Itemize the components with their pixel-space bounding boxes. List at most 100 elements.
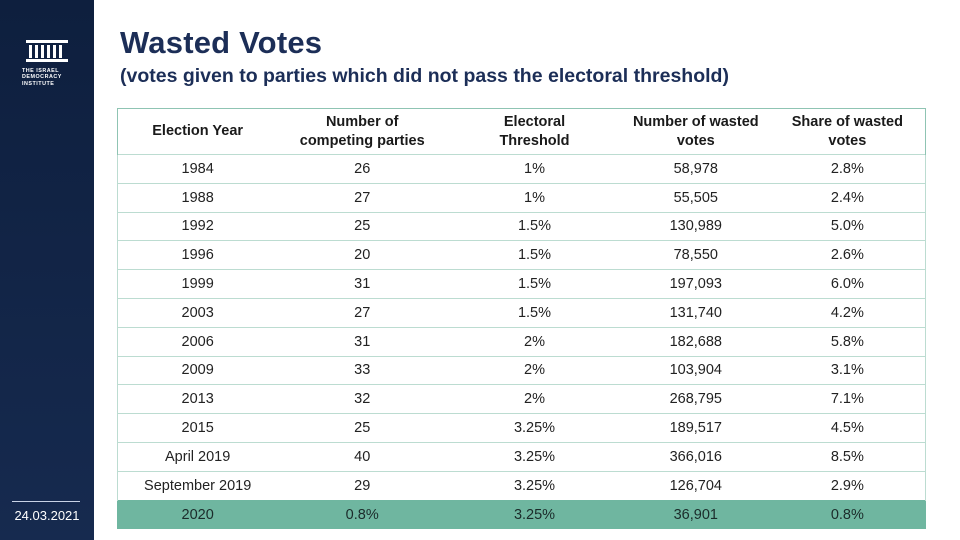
table-cell: 20 xyxy=(277,240,448,270)
column-header-line: Election Year xyxy=(152,123,244,139)
table-row: 2020 0.8% 3.25% 36,901 0.8% xyxy=(117,499,926,529)
table-cell: 2013 xyxy=(117,384,278,414)
table-cell: 126,704 xyxy=(621,470,770,501)
table-cell: 2.6% xyxy=(769,240,926,270)
table-cell: 2009 xyxy=(117,355,278,385)
wasted-votes-table: Election Year Number of competing parties E… xyxy=(117,108,926,529)
table-header: Election Year Number of competing parties E… xyxy=(117,108,926,155)
column-header-line: Number of xyxy=(325,113,399,130)
table-cell: 268,795 xyxy=(621,384,770,414)
table-body: 1984 26 1% 58,978 2.8% 1988 27 1% 55,505 2.4% 1992… xyxy=(117,154,926,529)
table-cell: 2003 xyxy=(117,297,278,328)
table-cell: 8.5% xyxy=(769,441,926,472)
column-header-line: Share of wasted xyxy=(791,113,903,130)
table-cell: 2% xyxy=(447,355,622,385)
column-header: Electoral Threshold xyxy=(447,108,622,155)
table-cell: 1.5% xyxy=(447,269,622,299)
table-cell: 2.4% xyxy=(769,182,926,213)
column-header-line: Threshold xyxy=(499,132,570,149)
table-row: 2003 27 1.5% 131,740 4.2% xyxy=(117,297,926,328)
table-cell: 1984 xyxy=(117,154,278,184)
table-cell: 58,978 xyxy=(621,154,770,184)
table-row: 1996 20 1.5% 78,550 2.6% xyxy=(117,240,926,270)
sidebar: THE ISRAEL DEMOCRACY INSTITUTE 24.03.202… xyxy=(0,0,94,540)
table-cell: 31 xyxy=(277,326,448,357)
table-cell: 5.0% xyxy=(769,211,926,241)
table-row: 1988 27 1% 55,505 2.4% xyxy=(117,182,926,213)
table-cell: 3.25% xyxy=(447,413,622,443)
table-cell: 26 xyxy=(277,154,448,184)
table-cell: 1% xyxy=(447,182,622,213)
table-row: 2015 25 3.25% 189,517 4.5% xyxy=(117,413,926,443)
table-row: 1999 31 1.5% 197,093 6.0% xyxy=(117,269,926,299)
building-icon xyxy=(26,40,68,62)
table-cell: 2.8% xyxy=(769,154,926,184)
table-cell: 2.9% xyxy=(769,470,926,501)
table-row: September 2019 29 3.25% 126,704 2.9% xyxy=(117,470,926,501)
table-cell: 55,505 xyxy=(621,182,770,213)
column-header: Election Year xyxy=(117,108,278,155)
table-cell: 1% xyxy=(447,154,622,184)
table-cell: 6.0% xyxy=(769,269,926,299)
table-cell: 1992 xyxy=(117,211,278,241)
table-cell: 3.25% xyxy=(447,499,622,529)
table-cell: 103,904 xyxy=(621,355,770,385)
table-cell: 1999 xyxy=(117,269,278,299)
table-cell: 7.1% xyxy=(769,384,926,414)
table-cell: 2% xyxy=(447,326,622,357)
table-row: 1984 26 1% 58,978 2.8% xyxy=(117,154,926,184)
column-header: Share of wasted votes xyxy=(769,108,926,155)
table-cell: 2006 xyxy=(117,326,278,357)
table-row: 1992 25 1.5% 130,989 5.0% xyxy=(117,211,926,241)
institute-logo: THE ISRAEL DEMOCRACY INSTITUTE xyxy=(22,38,72,87)
table-row: 2013 32 2% 268,795 7.1% xyxy=(117,384,926,414)
table-cell: 1.5% xyxy=(447,297,622,328)
table-cell: 5.8% xyxy=(769,326,926,357)
table-cell: 0.8% xyxy=(769,499,926,529)
table-cell: 0.8% xyxy=(277,499,448,529)
logo-text: THE ISRAEL DEMOCRACY INSTITUTE xyxy=(22,68,72,87)
table-cell: 131,740 xyxy=(621,297,770,328)
table-cell: 3.1% xyxy=(769,355,926,385)
column-header-line: competing parties xyxy=(299,132,425,149)
slide-date: 24.03.2021 xyxy=(14,508,80,523)
table-cell: 1996 xyxy=(117,240,278,270)
table-cell: 197,093 xyxy=(621,269,770,299)
column-header-line: votes xyxy=(828,132,867,149)
table-cell: April 2019 xyxy=(117,441,278,472)
logo-line: DEMOCRACY xyxy=(22,74,62,81)
column-header: Number of competing parties xyxy=(277,108,448,155)
header-row: Election Year Number of competing parties E… xyxy=(117,108,926,155)
logo-line: INSTITUTE xyxy=(22,80,55,87)
page-subtitle: (votes given to parties which did not pa… xyxy=(120,65,729,87)
page-title: Wasted Votes xyxy=(120,25,323,60)
column-header-line: votes xyxy=(676,132,715,149)
table-cell: 130,989 xyxy=(621,211,770,241)
table-cell: 25 xyxy=(277,413,448,443)
table-cell: 1988 xyxy=(117,182,278,213)
table-row: 2009 33 2% 103,904 3.1% xyxy=(117,355,926,385)
table-cell: 189,517 xyxy=(621,413,770,443)
table-cell: 29 xyxy=(277,470,448,501)
column-header: Number of wasted votes xyxy=(621,108,770,155)
column-header-line: Number of wasted xyxy=(632,113,759,130)
table-cell: September 2019 xyxy=(117,470,278,501)
table-cell: 3.25% xyxy=(447,470,622,501)
table-cell: 27 xyxy=(277,182,448,213)
table-row: April 2019 40 3.25% 366,016 8.5% xyxy=(117,441,926,472)
table-cell: 32 xyxy=(277,384,448,414)
table-cell: 78,550 xyxy=(621,240,770,270)
table-cell: 27 xyxy=(277,297,448,328)
table-cell: 182,688 xyxy=(621,326,770,357)
table-cell: 4.2% xyxy=(769,297,926,328)
table-cell: 2020 xyxy=(117,499,278,529)
table-cell: 36,901 xyxy=(621,499,770,529)
date-divider xyxy=(12,501,80,502)
column-header-line: Electoral xyxy=(503,113,566,130)
table-cell: 31 xyxy=(277,269,448,299)
table-cell: 1.5% xyxy=(447,240,622,270)
table-cell: 3.25% xyxy=(447,441,622,472)
logo-line: THE ISRAEL xyxy=(22,68,60,74)
table-cell: 2% xyxy=(447,384,622,414)
table-row: 2006 31 2% 182,688 5.8% xyxy=(117,326,926,357)
